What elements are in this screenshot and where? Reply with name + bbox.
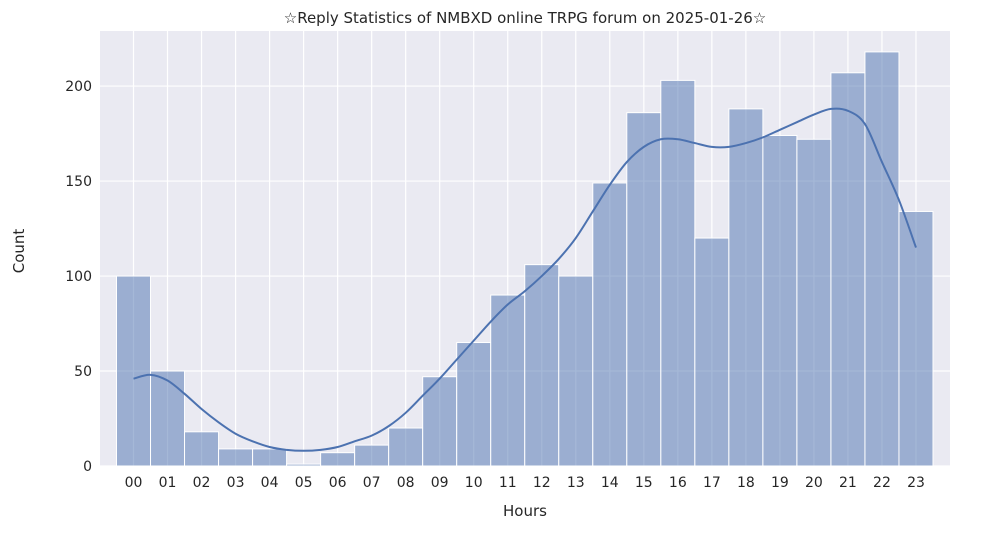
y-tick-label: 0 (83, 459, 92, 475)
bar-10 (456, 342, 492, 467)
y-tick-label: 100 (65, 269, 92, 285)
x-axis-label: Hours (503, 502, 547, 520)
x-tick-label: 00 (125, 475, 143, 491)
bar-17 (694, 237, 730, 467)
x-tick-label: 02 (193, 475, 211, 491)
bar-02 (184, 431, 220, 467)
y-axis-label: Count (10, 229, 28, 274)
bar-01 (150, 370, 186, 467)
bar-14 (592, 182, 628, 467)
bar-11 (490, 294, 526, 467)
bar-18 (728, 108, 764, 467)
bar-15 (626, 112, 662, 467)
x-tick-label: 11 (499, 475, 517, 491)
bar-13 (558, 275, 594, 467)
x-tick-label: 10 (465, 475, 483, 491)
bar-04 (252, 448, 288, 467)
bar-06 (320, 452, 356, 467)
bar-09 (422, 376, 458, 467)
bar-05 (286, 463, 322, 467)
x-tick-label: 08 (397, 475, 415, 491)
bar-07 (354, 444, 390, 467)
x-tick-label: 13 (567, 475, 585, 491)
x-tick-label: 15 (635, 475, 653, 491)
x-tick-label: 20 (805, 475, 823, 491)
bar-22 (864, 51, 900, 467)
bar-19 (762, 134, 798, 467)
bar-20 (796, 138, 832, 467)
y-tick-label: 50 (74, 364, 92, 380)
x-tick-label: 21 (839, 475, 857, 491)
x-tick-label: 03 (227, 475, 245, 491)
kde-line (133, 107, 917, 452)
y-tick-label: 150 (65, 174, 92, 190)
x-tick-label: 04 (261, 475, 279, 491)
x-tick-label: 18 (737, 475, 755, 491)
x-tick-label: 07 (363, 475, 381, 491)
x-tick-label: 05 (295, 475, 313, 491)
x-tick-label: 12 (533, 475, 551, 491)
bar-00 (115, 275, 152, 467)
bar-12 (524, 264, 560, 467)
x-tick-label: 19 (771, 475, 789, 491)
bar-21 (830, 72, 866, 467)
x-tick-label: 09 (431, 475, 449, 491)
x-tick-label: 16 (669, 475, 687, 491)
bar-08 (388, 427, 424, 467)
y-tick-label: 200 (65, 79, 92, 95)
x-tick-label: 06 (329, 475, 347, 491)
x-tick-label: 23 (907, 475, 925, 491)
bar-03 (218, 448, 254, 467)
x-tick-label: 01 (159, 475, 177, 491)
bar-23 (898, 210, 934, 467)
bar-16 (660, 79, 696, 467)
x-tick-label: 17 (703, 475, 721, 491)
x-tick-label: 14 (601, 475, 619, 491)
chart-title: ☆Reply Statistics of NMBXD online TRPG f… (284, 9, 767, 27)
x-tick-label: 22 (873, 475, 891, 491)
